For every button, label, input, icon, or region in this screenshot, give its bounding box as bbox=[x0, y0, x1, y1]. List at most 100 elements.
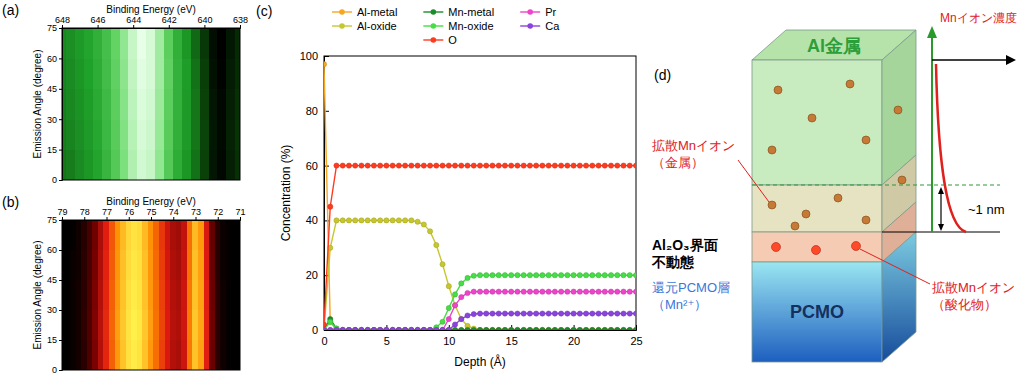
point bbox=[340, 327, 345, 330]
heat-cell bbox=[75, 89, 85, 120]
point bbox=[471, 273, 476, 278]
point bbox=[365, 327, 370, 330]
point bbox=[452, 322, 457, 327]
point bbox=[615, 327, 620, 330]
heat-cell bbox=[137, 149, 147, 180]
point bbox=[496, 289, 501, 294]
heat-cell bbox=[155, 58, 165, 89]
point bbox=[521, 327, 526, 330]
heat-cell bbox=[176, 310, 182, 341]
tick: 30 bbox=[47, 115, 62, 125]
heatmap-panel: 64864664464264063801530456075Binding Ene… bbox=[2, 2, 248, 185]
point bbox=[602, 163, 607, 168]
heat-cell bbox=[173, 28, 183, 59]
point bbox=[521, 163, 526, 168]
point bbox=[378, 327, 383, 330]
point bbox=[602, 273, 607, 278]
tick-label: 76 bbox=[124, 207, 134, 217]
point bbox=[346, 327, 351, 330]
tick-label: 75 bbox=[146, 207, 156, 217]
legend-label: Mn-metal bbox=[448, 6, 494, 18]
point bbox=[324, 327, 327, 330]
heat-cell bbox=[159, 220, 165, 250]
point bbox=[577, 327, 582, 330]
tick-mark bbox=[169, 25, 170, 28]
point bbox=[615, 273, 620, 278]
heat-cell bbox=[198, 250, 204, 281]
heat-cell bbox=[217, 119, 227, 150]
point bbox=[390, 327, 395, 330]
point bbox=[409, 327, 414, 330]
point bbox=[602, 327, 607, 330]
point bbox=[365, 327, 370, 330]
point bbox=[490, 273, 495, 278]
tick-label: 646 bbox=[91, 15, 106, 25]
heat-cell bbox=[66, 28, 76, 59]
point bbox=[534, 327, 539, 330]
heat-cell bbox=[84, 149, 94, 180]
point bbox=[515, 327, 520, 330]
point bbox=[621, 289, 626, 294]
point bbox=[490, 327, 495, 330]
tick-label: 60 bbox=[47, 245, 57, 255]
tick-mark bbox=[196, 217, 197, 220]
diagram: (d)Al金属PCMO拡散Mnイオン（金属）Al₂O₃界面不動態還元PCMO層（… bbox=[651, 11, 1017, 362]
series-line bbox=[324, 64, 636, 330]
heat-cell bbox=[187, 250, 193, 281]
point bbox=[596, 289, 601, 294]
point bbox=[627, 327, 632, 330]
point bbox=[421, 327, 426, 330]
tick-mark bbox=[59, 370, 62, 371]
axis-title: Concentration (%) bbox=[279, 145, 293, 242]
point bbox=[596, 163, 601, 168]
heat-cell bbox=[111, 58, 121, 89]
heat-cell bbox=[81, 340, 87, 370]
point bbox=[552, 163, 557, 168]
axis-title: Depth (Å) bbox=[454, 354, 505, 369]
metal-ion bbox=[768, 201, 776, 209]
point bbox=[534, 289, 539, 294]
tick-mark bbox=[59, 119, 62, 120]
point bbox=[540, 327, 545, 330]
point bbox=[546, 311, 551, 316]
tick: 45 bbox=[47, 275, 62, 285]
point bbox=[534, 327, 539, 330]
heat-cell bbox=[170, 220, 176, 250]
metal-ion bbox=[894, 106, 902, 114]
heat-cell bbox=[137, 58, 147, 89]
heat-cell bbox=[209, 149, 219, 180]
heat-cell bbox=[192, 250, 198, 281]
point bbox=[427, 327, 432, 330]
point bbox=[509, 327, 514, 330]
point bbox=[571, 273, 576, 278]
point bbox=[534, 327, 539, 330]
tick: 60 bbox=[47, 245, 62, 255]
heat-cell bbox=[153, 340, 159, 370]
heat-cell bbox=[215, 280, 221, 311]
point bbox=[396, 327, 401, 330]
tick-mark bbox=[240, 217, 241, 220]
heat-cell bbox=[111, 149, 121, 180]
heat-cell bbox=[120, 280, 126, 311]
point bbox=[615, 327, 620, 330]
point bbox=[403, 218, 408, 223]
heat-cell bbox=[164, 28, 174, 59]
layer-label: 還元PCMO層 bbox=[652, 280, 730, 295]
point bbox=[546, 163, 551, 168]
heat-cell bbox=[220, 280, 226, 311]
tick: 0 bbox=[321, 325, 327, 347]
tick-label: 77 bbox=[102, 207, 112, 217]
heat-cell bbox=[226, 149, 236, 180]
point bbox=[415, 327, 420, 330]
heat-cell bbox=[102, 58, 112, 89]
tick-label: 0 bbox=[321, 335, 327, 347]
heat-cell bbox=[165, 340, 171, 370]
tick: 25 bbox=[630, 325, 642, 347]
point bbox=[378, 327, 383, 330]
heat-cell bbox=[164, 149, 174, 180]
tick: 0 bbox=[52, 175, 62, 185]
tick: 100 bbox=[300, 50, 329, 62]
point bbox=[328, 327, 333, 330]
legend-item: Al-oxide bbox=[332, 20, 397, 32]
tick: 638 bbox=[233, 15, 248, 28]
